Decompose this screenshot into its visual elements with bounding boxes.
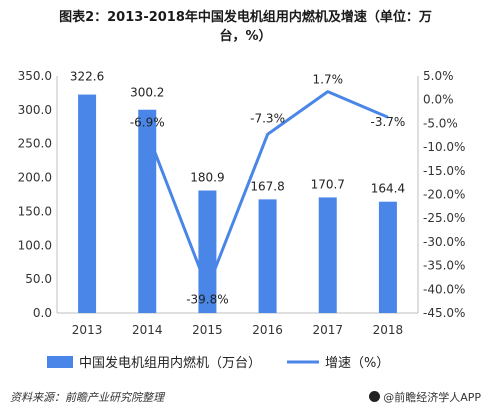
x-tick-label: 2016: [252, 323, 283, 337]
y-left-tick-label: 300.0: [18, 103, 52, 117]
x-tick-label: 2017: [312, 323, 343, 337]
footer: 资料来源：前瞻产业研究院整理 @前瞻经济学人APP: [10, 389, 481, 407]
bar-data-label: 167.8: [250, 179, 284, 193]
line-data-label: -39.8%: [186, 292, 228, 306]
y-right-tick-label: -20.0%: [423, 188, 465, 202]
y-right-tick-label: -45.0%: [423, 306, 465, 320]
y-right-tick-label: -15.0%: [423, 164, 465, 178]
y-right-tick-label: 5.0%: [423, 69, 454, 83]
chart-title-line1: 图表2：2013-2018年中国发电机组用内燃机及增速（单位：万: [59, 10, 432, 25]
chart-title: 图表2：2013-2018年中国发电机组用内燃机及增速（单位：万 台，%）: [0, 8, 491, 46]
source-note: 资料来源：前瞻产业研究院整理: [10, 391, 164, 404]
growth-line: [145, 90, 389, 290]
x-tick-label: 2018: [373, 323, 404, 337]
x-tick-label: 2015: [192, 323, 223, 337]
legend-label-bar: 中国发电机组用内燃机（万台）: [79, 355, 261, 371]
y-right-tick-label: -30.0%: [423, 235, 465, 249]
brand-credit: @前瞻经济学人APP: [369, 389, 481, 405]
y-left-tick-label: 50.0: [25, 272, 52, 286]
y-left-tick-label: 0.0: [33, 306, 52, 320]
x-tick-label: 2013: [72, 323, 103, 337]
bar-data-label: 170.7: [311, 177, 345, 191]
y-left-tick-label: 250.0: [18, 137, 52, 151]
bar: [78, 94, 97, 313]
y-right-tick-label: -35.0%: [423, 259, 465, 273]
line-data-label: -7.3%: [250, 111, 285, 125]
legend-label-line: 增速（%）: [325, 356, 389, 371]
bar: [258, 199, 277, 313]
bar: [138, 109, 157, 314]
y-right-tick-label: -10.0%: [423, 140, 465, 154]
bar-data-label: 300.2: [130, 86, 164, 100]
bar: [378, 201, 397, 313]
y-right-tick-label: -5.0%: [423, 116, 458, 130]
y-right-tick-label: 0.0%: [423, 93, 454, 107]
y-left-tick-label: 200.0: [18, 171, 52, 185]
y-right-tick-label: -25.0%: [423, 211, 465, 225]
legend-swatch-bar: [47, 356, 73, 368]
line-data-label: 1.7%: [313, 73, 344, 87]
brand-text: @前瞻经济学人APP: [383, 391, 481, 404]
bar: [198, 190, 217, 313]
x-tick-label: 2014: [132, 323, 163, 337]
y-left-tick-label: 100.0: [18, 238, 52, 252]
bar-data-label: 164.4: [371, 182, 405, 196]
brand-logo-icon: [369, 391, 381, 402]
bar: [318, 197, 337, 313]
line-data-label: -6.9%: [130, 115, 165, 129]
y-left-tick-label: 150.0: [18, 204, 52, 218]
chart-title-line2: 台，%）: [219, 29, 272, 44]
line-data-label: -3.7%: [371, 115, 406, 129]
y-right-tick-label: -40.0%: [423, 282, 465, 296]
bar-data-label: 322.6: [70, 70, 104, 84]
y-left-tick-label: 350.0: [18, 69, 52, 83]
bar-data-label: 180.9: [190, 171, 224, 185]
